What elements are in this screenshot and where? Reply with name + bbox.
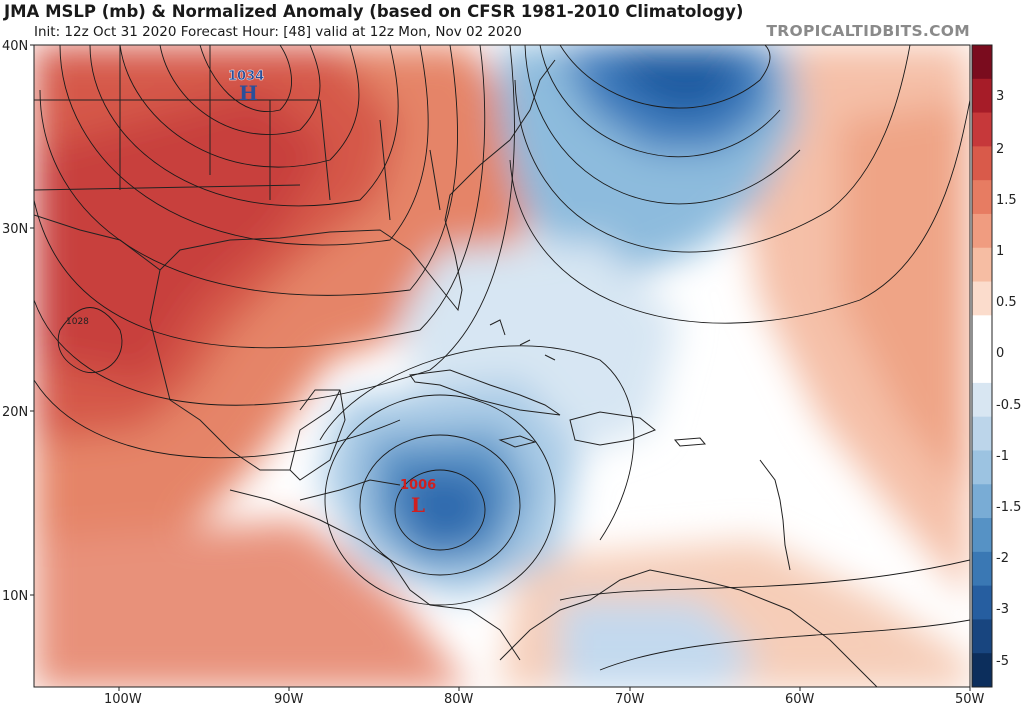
lat-label: 40N [2,39,28,54]
colorbar-swatch [972,518,992,553]
colorbar-swatch [972,315,992,350]
anomaly-shading [34,45,970,687]
colorbar-tick-label: -1.5 [996,500,1021,515]
colorbar-tick-label: -3 [996,602,1009,617]
colorbar-tick-label: -2 [996,551,1009,566]
isobars [34,45,970,671]
lon-label: 70W [615,692,645,706]
colorbar-tick-label: 1 [996,244,1004,259]
lon-label: 80W [444,692,474,706]
lon-label: 100W [104,692,142,706]
colorbar-tick-label: 3 [996,89,1004,104]
low-pressure-value: 1006 [400,478,436,493]
colorbar-labels: 3 2 1.5 1 0.5 0 -0.5 -1 -1.5 -2 -3 -5 [996,89,1021,669]
high-pressure-symbol: H [239,81,258,105]
plot-frame [33,44,971,688]
colorbar [971,44,993,688]
latitude-labels: 40N 30N 20N 10N [2,39,28,604]
low-pressure-symbol: L [411,493,425,517]
colorbar-swatch [972,585,992,620]
colorbar-tick-label: 2 [996,142,1004,157]
longitude-labels: 100W 90W 80W 70W 60W 50W [104,692,985,706]
colorbar-swatch [972,78,992,114]
colorbar-tick-label: 0 [996,346,1004,361]
colorbar-tick-label: 0.5 [996,295,1017,310]
isobar-label: 1028 [66,317,89,327]
colorbar-swatch [972,349,992,384]
colorbar-swatch [972,281,992,316]
lon-label: 50W [955,692,985,706]
colorbar-tick-label: 1.5 [996,193,1017,208]
colorbar-tick-label: -0.5 [996,398,1021,413]
coastlines [34,45,878,687]
colorbar-frame [971,44,993,688]
colorbar-swatch [972,450,992,485]
map-subtitle: Init: 12z Oct 31 2020 Forecast Hour: [48… [34,24,522,40]
lon-label: 60W [785,692,815,706]
colorbar-swatch [972,146,992,181]
colorbar-swatch [972,112,992,147]
brand-logo-text: TROPICALTIDBITS.COM [766,22,970,40]
lat-ticks [30,44,34,596]
colorbar-swatch [972,619,992,654]
colorbar-swatch [972,247,992,283]
lat-label: 20N [2,405,28,420]
colorbar-tick-label: -5 [996,654,1009,669]
colorbar-swatch [972,382,992,418]
colorbar-tick-label: -1 [996,449,1009,464]
lat-label: 10N [2,589,28,604]
high-pressure-value: 1034 [228,69,264,84]
lon-ticks [118,687,971,691]
lat-label: 30N [2,222,28,237]
lon-label: 90W [274,692,304,706]
colorbar-swatch [972,416,992,451]
colorbar-swatch [972,213,992,249]
colorbar-swatch [972,45,992,80]
colorbar-swatch [972,551,992,587]
colorbar-swatch [972,180,992,215]
colorbar-swatch [972,484,992,519]
map-title: JMA MSLP (mb) & Normalized Anomaly (base… [4,2,744,21]
colorbar-swatch [972,653,992,688]
